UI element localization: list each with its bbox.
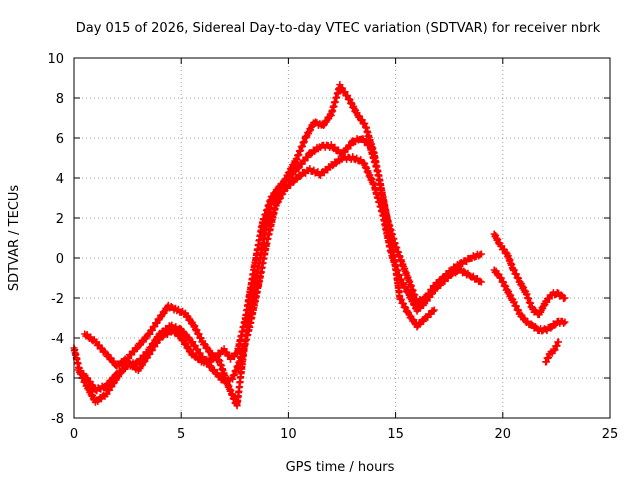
y-tick-label: 6	[56, 132, 64, 147]
x-tick-label: 25	[602, 427, 619, 442]
x-tick-label: 5	[177, 427, 185, 442]
y-axis-label: SDTVAR / TECUs	[7, 185, 22, 292]
y-tick-label: 8	[56, 92, 64, 107]
x-tick-label: 20	[495, 427, 512, 442]
chart-title: Day 015 of 2026, Sidereal Day-to-day VTE…	[76, 21, 601, 36]
x-tick-label: 15	[387, 427, 404, 442]
y-tick-label: -4	[51, 332, 64, 347]
plot-frame	[73, 57, 611, 419]
x-tick-label: 0	[70, 427, 78, 442]
series-track-f	[542, 338, 563, 366]
y-tick-label: 10	[47, 52, 64, 67]
y-tick-label: 4	[56, 172, 64, 187]
y-tick-label: -6	[51, 372, 64, 387]
y-tick-label: 2	[56, 212, 64, 227]
y-tick-label: 0	[56, 252, 64, 267]
x-axis-label: GPS time / hours	[286, 460, 395, 475]
grid	[74, 58, 610, 418]
x-tick-label: 10	[280, 427, 297, 442]
axis-ticks: 0 5 10 15 20 25 -8 -6 -4 -2 0 2 4 6 8 10	[47, 52, 618, 442]
series-track-c	[81, 81, 438, 410]
y-tick-label: -2	[51, 292, 64, 307]
y-tick-label: -8	[51, 412, 64, 427]
data-marks	[70, 81, 569, 410]
series-track-d	[490, 230, 569, 319]
series-track-e	[490, 266, 569, 335]
